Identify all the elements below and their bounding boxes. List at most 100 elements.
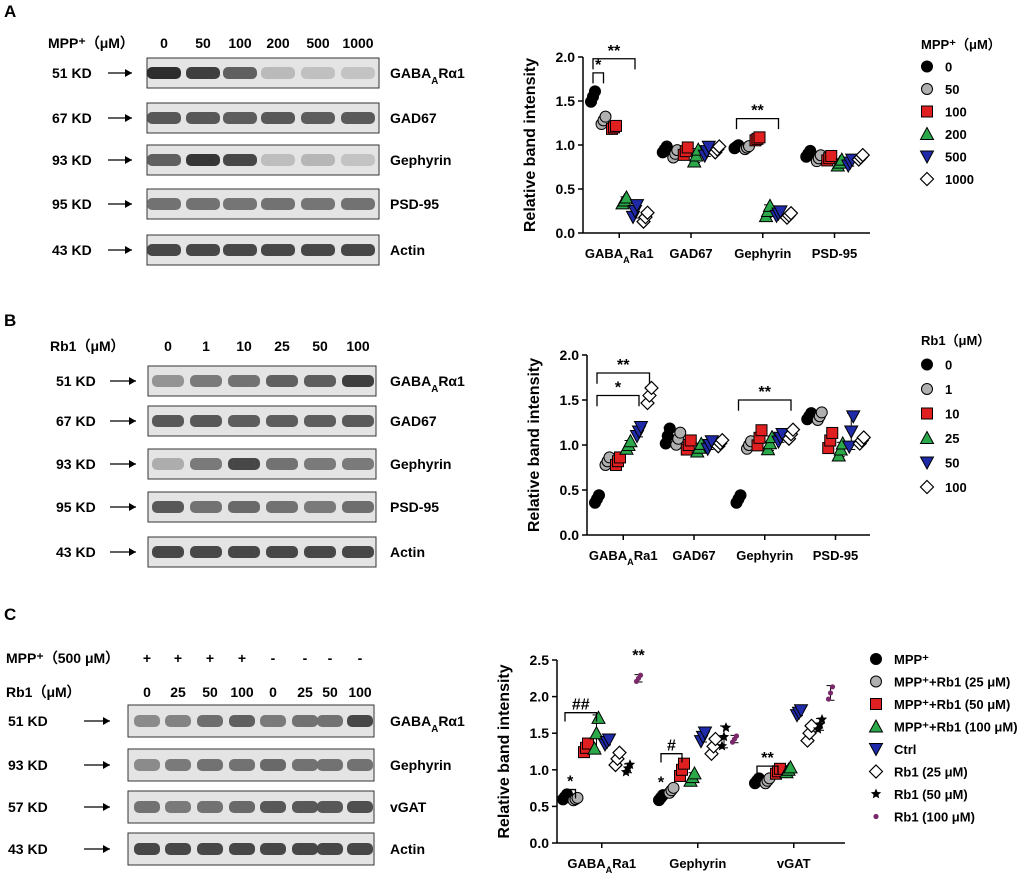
arrowhead-icon xyxy=(129,460,136,468)
data-point xyxy=(919,126,935,140)
data-point xyxy=(589,725,604,740)
data-point xyxy=(637,672,644,678)
protein-label: Actin xyxy=(390,841,425,857)
y-tick-label: 2.0 xyxy=(530,689,550,705)
protein-band xyxy=(186,198,220,210)
data-point xyxy=(614,451,626,464)
x-tick-label: GABAARa1 xyxy=(589,548,658,567)
protein-band xyxy=(341,154,375,166)
data-point xyxy=(804,144,817,157)
legend-title: MPP⁺（μM） xyxy=(921,37,1001,52)
protein-band xyxy=(304,375,336,387)
significance-bracket xyxy=(596,372,651,384)
protein-band xyxy=(165,801,191,813)
significance-mark: # xyxy=(667,738,676,755)
significance-mark: * xyxy=(658,774,665,791)
protein-band xyxy=(228,458,260,470)
protein-band xyxy=(197,759,223,771)
y-tick-label: 0.5 xyxy=(560,482,580,498)
treatment-value: - xyxy=(328,650,333,666)
lane-label: 100 xyxy=(346,338,370,354)
protein-band xyxy=(341,112,375,124)
arrowhead-icon xyxy=(125,69,132,77)
data-point xyxy=(921,383,933,395)
kd-label: 43 KD xyxy=(8,841,48,857)
legend-label: MPP⁺+Rb1 (100 μM) xyxy=(894,720,1018,735)
data-point xyxy=(733,733,740,739)
y-tick-label: 0.0 xyxy=(530,835,550,851)
legend-label: 25 xyxy=(945,431,959,446)
data-point xyxy=(870,788,882,799)
protein-band xyxy=(304,458,336,470)
kd-label: 43 KD xyxy=(56,544,96,560)
protein-band xyxy=(301,244,335,256)
data-point xyxy=(816,714,828,724)
protein-band xyxy=(317,843,343,855)
protein-band xyxy=(341,67,375,79)
protein-band xyxy=(223,154,257,166)
arrowhead-icon xyxy=(129,548,136,556)
protein-band xyxy=(197,801,223,813)
y-tick-label: 2.0 xyxy=(556,49,576,65)
protein-band xyxy=(317,759,343,771)
data-point xyxy=(843,425,859,440)
protein-band xyxy=(301,112,335,124)
western-blot-c: MPP⁺（500 μM） Rb1（μM） + + + + - - - - 0 25 50 100 0 25… xyxy=(6,650,465,866)
protein-band xyxy=(228,375,260,387)
significance-bracket xyxy=(592,72,605,84)
treatment-label: Rb1（μM） xyxy=(50,338,125,354)
data-point xyxy=(868,718,884,733)
protein-band xyxy=(186,244,220,256)
data-point xyxy=(841,440,857,455)
y-tick-label: 2.0 xyxy=(560,347,580,363)
protein-band xyxy=(165,715,191,727)
data-point xyxy=(667,781,680,794)
data-point xyxy=(734,489,747,502)
panel-letter-c: C xyxy=(4,605,16,624)
y-tick-label: 1.5 xyxy=(556,93,576,109)
y-tick-label: 0.0 xyxy=(560,527,580,543)
protein-band xyxy=(292,801,318,813)
protein-label: vGAT xyxy=(390,799,427,815)
protein-band xyxy=(152,501,184,513)
treatment-value: 25 xyxy=(170,684,186,700)
protein-label: GABAARα1 xyxy=(390,713,465,735)
protein-band xyxy=(304,415,336,427)
protein-label: PSD-95 xyxy=(390,499,439,515)
y-tick-label: 0.5 xyxy=(556,181,576,197)
protein-band xyxy=(147,67,181,79)
data-point xyxy=(921,83,933,95)
protein-label: Actin xyxy=(390,242,425,258)
y-tick-label: 0.0 xyxy=(556,225,576,241)
kd-label: 93 KD xyxy=(56,456,96,472)
protein-band xyxy=(134,715,160,727)
significance-mark: ** xyxy=(759,384,772,401)
legend-label: MPP⁺+Rb1 (50 μM) xyxy=(894,697,1010,712)
data-point xyxy=(660,140,673,153)
protein-band xyxy=(292,843,318,855)
protein-label: GABAARα1 xyxy=(390,65,465,87)
western-blot-a: MPP⁺（μM） 0 50 100 200 500 1000 51 KD GABAARα1 67… xyxy=(48,35,465,266)
data-point xyxy=(829,684,836,690)
protein-band xyxy=(347,843,373,855)
data-point xyxy=(812,723,824,734)
significance-bracket xyxy=(735,117,780,130)
significance-bracket xyxy=(564,712,598,722)
significance-mark: * xyxy=(595,57,602,74)
treatment-value: 50 xyxy=(202,684,218,700)
protein-band xyxy=(152,415,184,427)
lane-label: 100 xyxy=(228,35,252,51)
protein-band xyxy=(342,458,374,470)
lane-label: 200 xyxy=(266,35,290,51)
y-axis-label: Relative band intensity xyxy=(522,58,539,232)
protein-band xyxy=(260,715,286,727)
arrowhead-icon xyxy=(103,803,110,811)
protein-band xyxy=(261,112,295,124)
protein-label: GABAARα1 xyxy=(390,373,465,395)
blot-strip xyxy=(147,491,377,523)
data-point xyxy=(921,407,933,420)
data-point xyxy=(571,791,584,804)
y-tick-label: 1.0 xyxy=(560,437,580,453)
protein-band xyxy=(229,759,255,771)
treatment-value: - xyxy=(358,650,363,666)
